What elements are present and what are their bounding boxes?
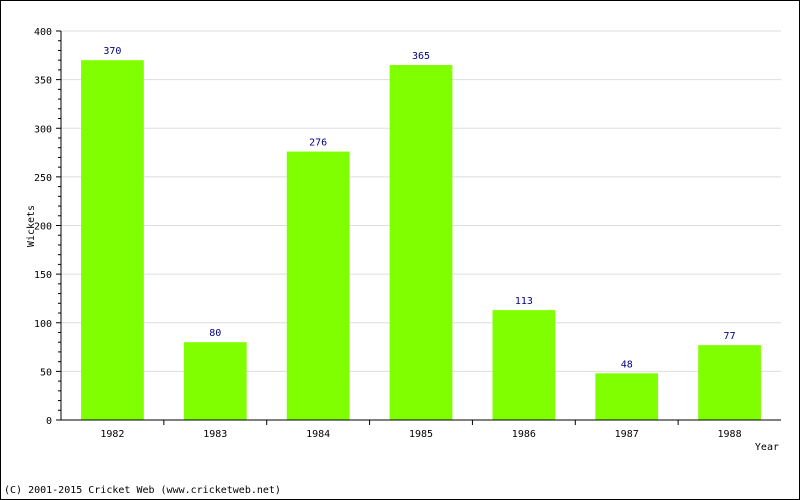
y-tick-label: 0	[46, 416, 52, 427]
y-tick-label: 350	[34, 76, 52, 87]
x-tick-label: 1988	[718, 429, 742, 440]
x-tick-label: 1985	[409, 429, 433, 440]
bar	[286, 151, 350, 420]
bar	[81, 60, 144, 421]
bar-value-label: 276	[309, 138, 327, 149]
y-tick-label: 200	[34, 222, 52, 233]
x-tick-label: 1982	[100, 429, 124, 440]
x-tick-label: 1986	[512, 429, 536, 440]
bars	[81, 60, 761, 421]
y-tick-label: 150	[34, 270, 52, 281]
bar-value-label: 48	[621, 359, 633, 370]
bar-value-label: 113	[515, 296, 533, 307]
y-tick-label: 50	[40, 367, 52, 378]
bar-value-label: 365	[412, 51, 430, 62]
y-tick-label: 250	[34, 173, 52, 184]
y-axis-label: Wickets	[26, 205, 37, 247]
x-tick-label: 1984	[306, 429, 330, 440]
bar	[389, 65, 453, 420]
y-tick-label: 300	[34, 124, 52, 135]
value-labels: 370 80 276 365 113 48 77	[103, 46, 735, 370]
bar	[183, 342, 247, 420]
axes	[56, 30, 781, 425]
bar-value-label: 80	[209, 328, 221, 339]
x-tick-label: 1983	[203, 429, 227, 440]
bar	[595, 373, 659, 420]
x-axis-label: Year	[755, 442, 779, 453]
y-tick-label: 400	[34, 27, 52, 38]
x-tick-labels: 1982 1983 1984 1985 1986 1987 1988	[100, 429, 741, 440]
y-tick-labels: 0 50 100 150 200 250 300 350 400	[34, 27, 52, 427]
bar-value-label: 370	[103, 46, 121, 57]
y-tick-label: 100	[34, 319, 52, 330]
bar	[698, 345, 761, 420]
copyright-footer: (C) 2001-2015 Cricket Web (www.cricketwe…	[4, 485, 281, 496]
bar-value-label: 77	[724, 331, 736, 342]
bar	[492, 310, 556, 420]
x-tick-label: 1987	[615, 429, 639, 440]
